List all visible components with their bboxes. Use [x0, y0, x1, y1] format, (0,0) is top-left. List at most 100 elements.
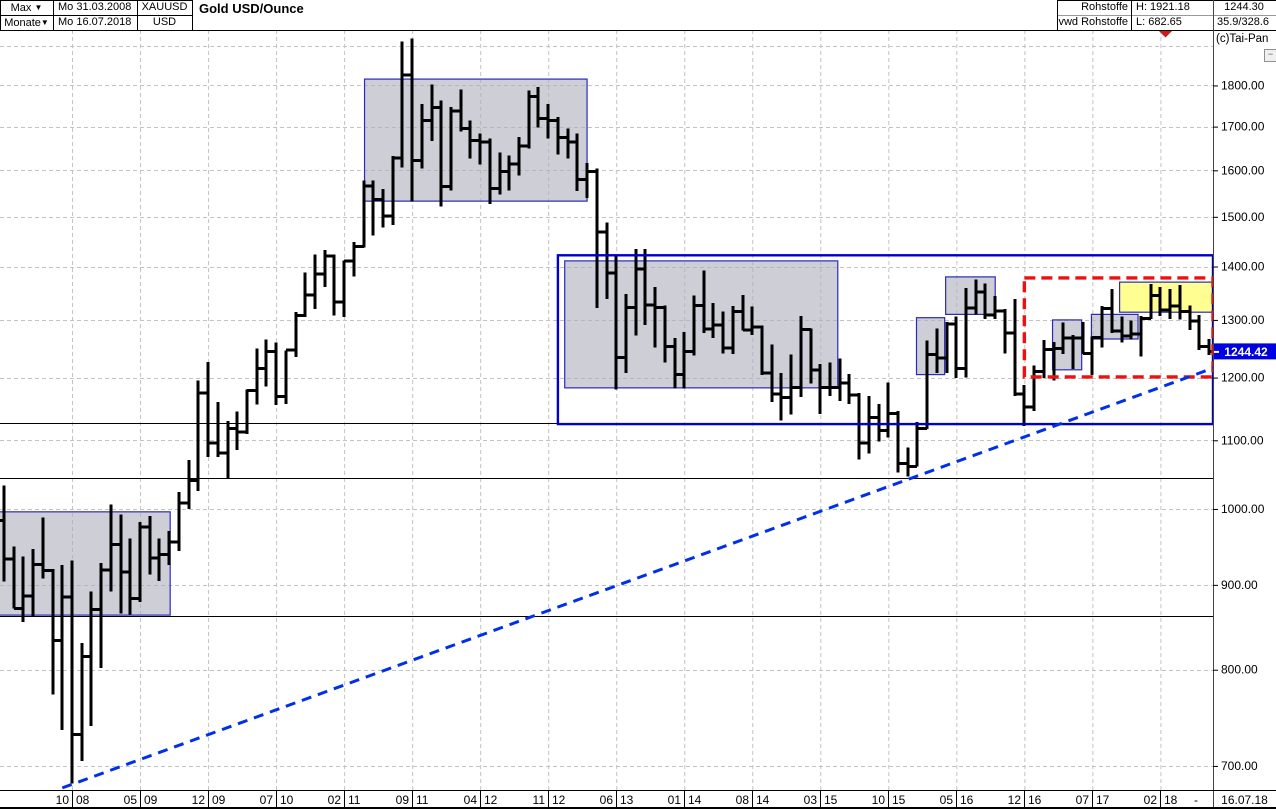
y-tick-label: 900.00	[1221, 578, 1258, 592]
ohlc-bar	[281, 348, 291, 404]
ohlc-bar	[485, 138, 495, 204]
x-tick-label: 15	[892, 793, 906, 807]
y-tick-label: 1700.00	[1221, 120, 1265, 134]
plot-area[interactable]	[0, 30, 1219, 790]
ohlc-bar	[553, 116, 563, 155]
ohlc-bar	[718, 311, 728, 354]
ohlc-bar	[417, 104, 427, 169]
date-to-field[interactable]: Mo 16.07.2018	[58, 16, 132, 28]
minimize-button[interactable]: −	[1264, 49, 1276, 62]
y-tick-label: 1800.00	[1221, 78, 1265, 92]
ohlc-bar	[106, 504, 116, 592]
ohlc-bar	[232, 411, 242, 451]
ohlc-bar	[300, 272, 310, 318]
x-tick-label: 05	[940, 793, 954, 807]
x-tick-label: 05	[124, 793, 138, 807]
x-tick-label: 18	[1164, 793, 1178, 807]
x-tick-label: 12	[552, 793, 566, 807]
ohlc-bar	[378, 189, 388, 228]
ohlc-bar	[825, 362, 835, 396]
ohlc-bar	[533, 87, 543, 128]
ohlc-bar	[922, 340, 932, 431]
trendline	[61, 366, 1213, 790]
chevron-down-icon: ▼	[40, 18, 49, 27]
ohlc-bar	[912, 422, 922, 468]
ohlc-bar	[67, 560, 77, 784]
period-label: Monate	[4, 17, 41, 29]
y-tick-label: 1500.00	[1221, 210, 1265, 224]
y-tick-label: 1000.00	[1221, 502, 1265, 516]
ohlc-bar	[776, 372, 786, 421]
ohlc-bar	[0, 485, 9, 582]
ohlc-bar	[28, 548, 38, 617]
ohlc-bar	[261, 339, 271, 387]
y-tick-label: 1100.00	[1221, 433, 1264, 447]
ohlc-bar	[1126, 320, 1136, 340]
x-tick-label: 10	[56, 793, 70, 807]
x-tick-label: 09	[212, 793, 226, 807]
ohlc-bar	[844, 374, 854, 404]
range-label: Max	[10, 2, 32, 14]
x-axis-date-label: 16.07.18	[1221, 793, 1268, 807]
ohlc-bar	[611, 254, 621, 390]
period-dropdown[interactable]: Monate▼	[0, 15, 53, 31]
ohlc-bar	[874, 403, 884, 442]
x-tick-label: 11	[533, 793, 546, 807]
ohlc-bar	[854, 392, 864, 460]
blue-range-rectangle	[556, 254, 1213, 426]
ohlc-bar	[174, 491, 184, 552]
consolidation-box	[1051, 319, 1083, 371]
ohlc-bar	[223, 420, 233, 478]
ohlc-bar	[708, 302, 718, 338]
ohlc-bar	[660, 305, 670, 363]
x-tick-label: 10	[872, 793, 886, 807]
ohlc-bar	[961, 287, 971, 378]
ohlc-bar	[465, 120, 475, 159]
ohlc-bar	[543, 104, 553, 139]
ohlc-bar	[582, 163, 592, 198]
x-tick-label: 07	[1076, 793, 1090, 807]
ohlc-bar	[504, 155, 514, 191]
x-tick-label: 06	[600, 793, 614, 807]
history-low-label: L: 682.65	[1136, 16, 1182, 28]
x-tick-label: 14	[688, 793, 702, 807]
x-tick-label: 09	[396, 793, 410, 807]
ohlc-bar	[621, 293, 631, 373]
ohlc-bar	[1029, 365, 1039, 411]
date-from-field[interactable]: Mo 31.03.2008	[58, 1, 132, 13]
ohlc-bar	[252, 348, 262, 405]
ohlc-bar	[932, 328, 942, 373]
y-tick-label: 800.00	[1221, 663, 1258, 677]
consolidation-box	[915, 317, 946, 376]
x-tick-label: 07	[260, 793, 274, 807]
page-title: Gold USD/Ounce	[199, 1, 304, 16]
ohlc-bar	[514, 136, 524, 176]
ohlc-bar	[1087, 335, 1097, 376]
ohlc-bar	[125, 538, 135, 615]
ohlc-bar	[883, 382, 893, 438]
x-tick-label: 16	[960, 793, 974, 807]
ohlc-bar	[397, 41, 407, 168]
ohlc-bar	[786, 354, 796, 415]
x-tick-label: 13	[620, 793, 634, 807]
ohlc-bar	[650, 286, 660, 348]
x-tick-label: 11	[348, 793, 361, 807]
x-tick-label: 02	[328, 793, 342, 807]
ohlc-bar	[1000, 308, 1010, 354]
x-tick-label: 10	[280, 793, 294, 807]
x-tick-label: 12	[484, 793, 498, 807]
y-tick-label: 1400.00	[1221, 260, 1265, 274]
ohlc-bar	[903, 447, 913, 477]
x-tick-label: 03	[804, 793, 818, 807]
ohlc-bar	[310, 254, 320, 309]
ohlc-bar	[1194, 314, 1204, 350]
ohlc-bar	[757, 325, 767, 376]
y-tick-label: 700.00	[1221, 759, 1258, 773]
x-tick-label: 16	[1028, 793, 1042, 807]
x-tick-label: 12	[192, 793, 206, 807]
range-dropdown[interactable]: Max ▼	[0, 0, 53, 16]
ohlc-bar	[349, 242, 359, 277]
ohlc-bar	[135, 522, 145, 602]
